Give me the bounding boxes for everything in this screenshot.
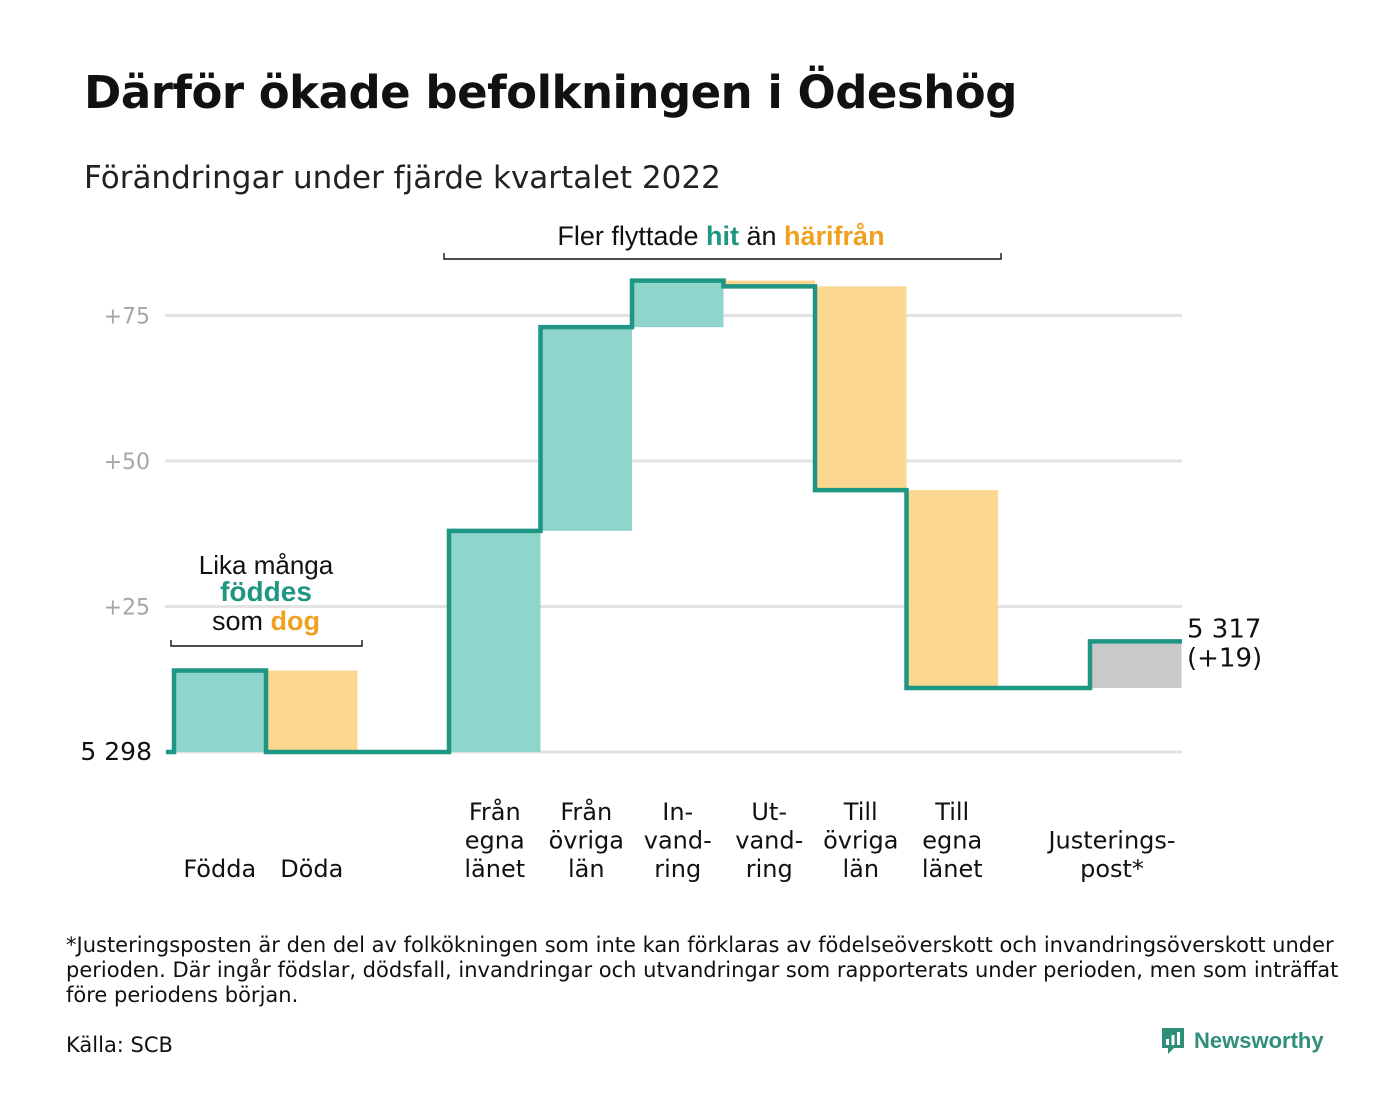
category-label-line: egna [465, 827, 525, 855]
category-label: Till egna länet [922, 798, 983, 883]
y-tick-label: +50 [104, 450, 150, 475]
newsworthy-logo-icon [1162, 1028, 1184, 1054]
bar-utvandring [723, 280, 815, 287]
baseline-value-label: 5 298 [80, 737, 152, 766]
category-label-line: Till [934, 798, 969, 826]
category-label-line: post* [1080, 855, 1144, 883]
bar-justeringspost- [1090, 641, 1182, 688]
annotation-born-died-line3: som dog [212, 606, 320, 636]
category-label: In-vand-ring [644, 798, 712, 883]
chart-title: Därför ökade befolkningen i Ödeshög [84, 66, 1017, 119]
annotation-migration: Fler flyttade hit än härifrån [557, 221, 884, 251]
category-label-line: övriga [823, 827, 898, 855]
bar-födda [174, 670, 266, 752]
category-label: Från egna länet [464, 797, 525, 883]
category-label: Justerings-post* [1046, 827, 1175, 884]
bar-från-egna-länet [449, 530, 541, 752]
category-label-line: län [568, 855, 605, 883]
category-label-line: länet [922, 855, 983, 883]
source-label: Källa: SCB [66, 1033, 173, 1057]
category-label: Ut-vand-ring [735, 798, 803, 883]
annotation-hit-highlight: hit [706, 221, 739, 251]
category-label-line: ring [746, 855, 793, 883]
annotation-born-died-prefix: som [212, 606, 271, 636]
annotation-born-died-line2: föddes [220, 576, 312, 607]
category-label-line: egna [922, 827, 982, 855]
category-label-line: Födda [183, 855, 256, 883]
born-died-bracket [170, 640, 363, 647]
annotation-harifran-highlight: härifrån [784, 221, 885, 251]
category-label-line: vand- [735, 827, 803, 855]
category-label-line: övriga [549, 827, 624, 855]
cumulative-step-line [166, 278, 1182, 755]
category-label-line: vand- [644, 827, 712, 855]
y-tick-label: +25 [104, 596, 150, 621]
end-change-label: (+19) [1187, 643, 1262, 673]
annotation-migration-prefix: Fler flyttade [557, 221, 706, 251]
category-label-line: Från [560, 797, 612, 826]
category-label: Födda [183, 855, 256, 883]
end-value-label: 5 317 [1187, 614, 1261, 644]
brand-name: Newsworthy [1194, 1028, 1324, 1053]
category-label: Till övriga län [823, 798, 898, 883]
line-layer [166, 278, 1182, 755]
category-label-line: Justerings- [1046, 827, 1175, 855]
category-label-line: Döda [280, 855, 343, 883]
bar-döda [266, 670, 358, 752]
category-label: Döda [280, 855, 343, 883]
bar-till-övriga-län [815, 286, 907, 491]
migration-bracket [443, 253, 1002, 260]
category-label: Från övriga län [549, 797, 624, 883]
brand: Newsworthy [1160, 1026, 1324, 1056]
category-label-line: Till [843, 798, 878, 826]
bar-invandring [632, 280, 724, 328]
bar-från-övriga-län [540, 327, 632, 531]
chart-subtitle: Förändringar under fjärde kvartalet 2022 [84, 160, 721, 196]
annotation-born-died-line1: Lika många [199, 550, 334, 580]
annotation-born-highlight: föddes [220, 576, 312, 607]
category-label-line: ring [654, 855, 701, 883]
category-label-line: län [842, 855, 879, 883]
annotation-died-highlight: dog [271, 606, 320, 636]
category-label-line: Från [469, 797, 521, 826]
footnote: *Justeringsposten är den del av folkökni… [66, 933, 1339, 1007]
annotation-born-died-line1: Lika många [199, 550, 334, 580]
annotation-migration-middle: än [739, 221, 784, 251]
bar-till-egna-länet [906, 490, 998, 688]
category-label-line: In- [662, 798, 693, 826]
category-label-line: Ut- [751, 798, 787, 826]
bar-layer [174, 280, 1182, 752]
category-label-line: länet [464, 855, 525, 883]
y-tick-label: +75 [104, 305, 150, 330]
